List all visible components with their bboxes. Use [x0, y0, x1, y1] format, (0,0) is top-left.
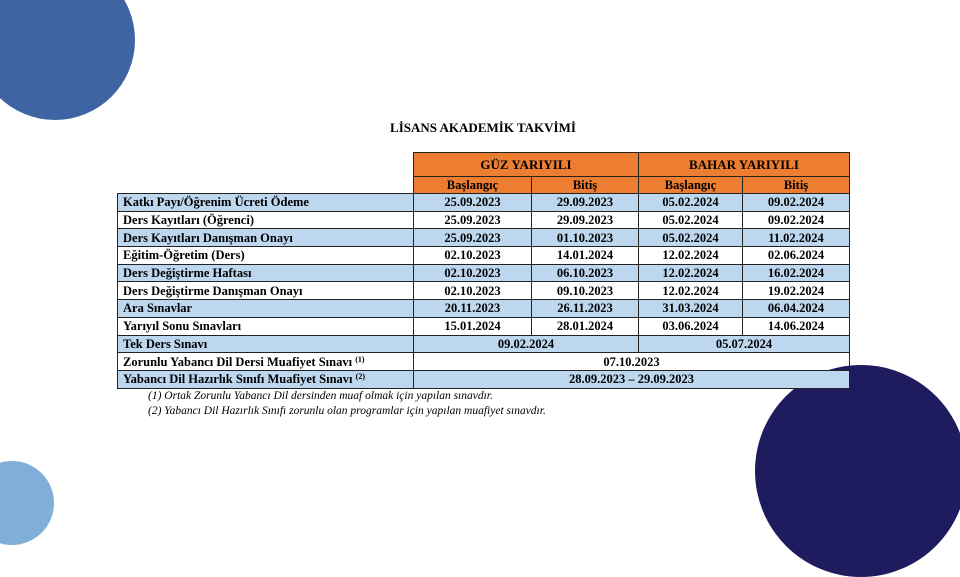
date-cell: 25.09.2023 — [413, 210, 532, 230]
label-text: Yarıyıl Sonu Sınavları — [123, 319, 242, 334]
date-cell: 25.09.2023 — [413, 228, 532, 248]
date-cell: 12.02.2024 — [638, 246, 743, 265]
date-cell: 05.02.2024 — [638, 210, 743, 230]
date-cell: 12.02.2024 — [638, 263, 743, 283]
subheader-row: Başlangıç Bitiş Başlangıç Bitiş — [118, 176, 850, 194]
row-label: Tek Ders Sınavı — [117, 334, 414, 354]
date-cell: 09.02.2024 — [742, 210, 850, 230]
label-text: Ders Kayıtları (Öğrenci) — [123, 213, 254, 228]
date-cell: 19.02.2024 — [742, 281, 850, 301]
row-label: Ara Sınavlar — [117, 299, 414, 318]
date-cell: 26.11.2023 — [531, 299, 639, 318]
decor-circle — [755, 365, 960, 577]
label-text: Ara Sınavlar — [123, 301, 193, 316]
date-cell: 02.10.2023 — [413, 263, 532, 283]
date-cell: 31.03.2024 — [638, 299, 743, 318]
row-label: Eğitim-Öğretim (Ders) — [117, 246, 414, 265]
table-row: Eğitim-Öğretim (Ders) 02.10.2023 14.01.202… — [117, 246, 850, 265]
date-cell: 03.06.2024 — [638, 316, 743, 336]
column-header: Bitiş — [742, 176, 850, 194]
label-text: Ders Değiştirme Haftası — [123, 266, 252, 281]
row-label: Katkı Payı/Öğrenim Ücreti Ödeme — [117, 193, 414, 212]
date-cell: 02.10.2023 — [413, 281, 532, 301]
date-cell: 09.02.2024 — [742, 193, 850, 212]
date-cell: 14.01.2024 — [531, 246, 639, 265]
table-row: Ara Sınavlar 20.11.2023 26.11.2023 31.03.20… — [117, 299, 850, 318]
date-cell: 07.10.2023 — [413, 352, 850, 371]
label-text: Yabancı Dil Hazırlık Sınıfı Muafiyet Sın… — [123, 372, 353, 387]
date-cell: 25.09.2023 — [413, 193, 532, 212]
date-cell: 06.04.2024 — [742, 299, 850, 318]
table-row: Yarıyıl Sonu Sınavları 15.01.2024 28.01.20… — [117, 316, 850, 336]
date-cell: 14.06.2024 — [742, 316, 850, 336]
date-cell: 29.09.2023 — [531, 210, 639, 230]
date-cell: 16.02.2024 — [742, 263, 850, 283]
header-row: GÜZ YARIYILI BAHAR YARIYILI — [118, 152, 850, 177]
table-row: Ders Değiştirme Haftası 02.10.2023 06.10.2… — [117, 263, 850, 283]
footnote: (2) Yabancı Dil Hazırlık Sınıfı zorunlu … — [148, 405, 546, 417]
row-label: Ders Kayıtları (Öğrenci) — [117, 210, 414, 230]
calendar-table: GÜZ YARIYILI BAHAR YARIYILI Başlangıç Bitiş… — [117, 152, 850, 389]
title: LİSANS AKADEMİK TAKVİMİ — [390, 120, 576, 135]
date-cell: 20.11.2023 — [413, 299, 532, 318]
label-text: Ders Değiştirme Danışman Onayı — [123, 283, 303, 298]
date-cell: 05.02.2024 — [638, 228, 743, 248]
date-cell: 05.02.2024 — [638, 193, 743, 212]
semester-header: GÜZ YARIYILI — [413, 152, 639, 177]
table-row: Yabancı Dil Hazırlık Sınıfı Muafiyet Sın… — [117, 369, 850, 389]
date-cell: 02.06.2024 — [742, 246, 850, 265]
date-cell: 06.10.2023 — [531, 263, 639, 283]
row-label: Ders Değiştirme Danışman Onayı — [117, 281, 414, 301]
decor-circle — [0, 0, 135, 120]
row-label: Ders Kayıtları Danışman Onayı — [117, 228, 414, 248]
table-row: Ders Değiştirme Danışman Onayı 02.10.2023… — [117, 281, 850, 301]
date-cell: 28.09.2023 – 29.09.2023 — [413, 369, 850, 389]
row-label: Yarıyıl Sonu Sınavları — [117, 316, 414, 336]
label-text: Zorunlu Yabancı Dil Dersi Muafiyet Sınav… — [123, 354, 353, 369]
date-cell: 05.07.2024 — [638, 334, 850, 354]
date-cell: 29.09.2023 — [531, 193, 639, 212]
empty-cell — [118, 153, 414, 194]
footnote-ref: (2) — [355, 372, 365, 382]
label-text: Katkı Payı/Öğrenim Ücreti Ödeme — [123, 195, 309, 210]
table-row: Ders Kayıtları (Öğrenci) 25.09.2023 29.09.… — [117, 210, 850, 230]
label-text: Ders Kayıtları Danışman Onayı — [123, 230, 293, 245]
date-cell: 02.10.2023 — [413, 246, 532, 265]
row-label: Ders Değiştirme Haftası — [117, 263, 414, 283]
table-row: Tek Ders Sınavı 09.02.2024 05.07.2024 — [117, 334, 850, 354]
date-cell: 01.10.2023 — [531, 228, 639, 248]
column-header: Bitiş — [531, 176, 639, 194]
column-header: Başlangıç — [413, 176, 532, 194]
date-cell: 28.01.2024 — [531, 316, 639, 336]
table-row: Zorunlu Yabancı Dil Dersi Muafiyet Sınav… — [117, 352, 850, 371]
footnote-ref: (1) — [355, 354, 365, 364]
semester-header: BAHAR YARIYILI — [638, 152, 850, 177]
date-cell: 09.10.2023 — [531, 281, 639, 301]
row-label: Yabancı Dil Hazırlık Sınıfı Muafiyet Sın… — [117, 369, 414, 389]
table-row: Ders Kayıtları Danışman Onayı 25.09.2023 0… — [117, 228, 850, 248]
footnote: (1) Ortak Zorunlu Yabancı Dil dersinden … — [148, 390, 493, 402]
date-cell: 09.02.2024 — [413, 334, 639, 354]
label-text: Tek Ders Sınavı — [123, 336, 208, 351]
date-cell: 15.01.2024 — [413, 316, 532, 336]
row-label: Zorunlu Yabancı Dil Dersi Muafiyet Sınav… — [117, 352, 414, 371]
date-cell: 12.02.2024 — [638, 281, 743, 301]
column-header: Başlangıç — [638, 176, 743, 194]
table-row: Katkı Payı/Öğrenim Ücreti Ödeme 25.09.202… — [117, 193, 850, 212]
date-cell: 11.02.2024 — [742, 228, 850, 248]
decor-circle — [0, 461, 54, 545]
label-text: Eğitim-Öğretim (Ders) — [123, 248, 245, 263]
